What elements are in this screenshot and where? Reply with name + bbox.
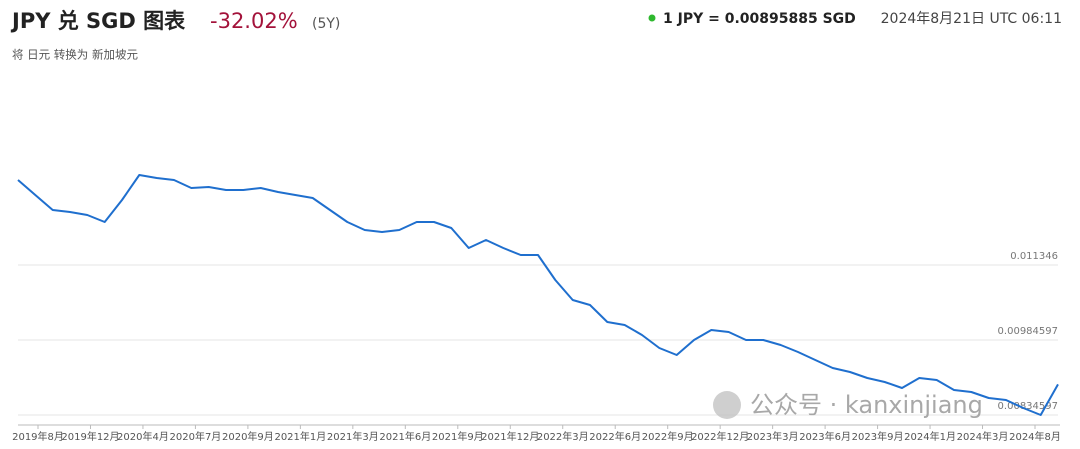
x-tick-label: 2021年3月 [327,430,379,443]
price-line [17,174,1059,416]
x-tick-label: 2022年3月 [537,430,589,443]
y-tick-label: 0.00984597 [998,326,1058,337]
x-tick-label: 2021年6月 [379,430,431,443]
rate: 1 JPY = 0.00895885 SGD [663,11,856,27]
change: -32.02% [210,9,298,33]
x-tick-label: 2022年6月 [589,430,641,443]
status-dot [648,14,656,22]
period: (5Y) [312,16,340,32]
x-tick-label: 2023年6月 [799,430,851,443]
x-tick-label: 2024年8月 [1009,430,1061,443]
x-tick-label: 2020年7月 [170,430,222,443]
x-tick-label: 2024年1月 [904,430,956,443]
x-tick-label: 2019年12月 [61,430,119,443]
x-tick-label: 2023年9月 [852,430,904,443]
x-tick-label: 2019年8月 [12,430,64,443]
x-tick-label: 2020年4月 [117,430,169,443]
x-tick-label: 2022年12月 [691,430,749,443]
x-tick-label: 2021年12月 [481,430,539,443]
y-tick-label: 0.00834597 [998,401,1058,412]
x-tick-label: 2023年3月 [747,430,799,443]
subtitle: 将 日元 转换为 新加坡元 [12,48,138,62]
x-tick-label: 2024年3月 [957,430,1009,443]
x-tick-label: 2022年9月 [642,430,694,443]
timestamp: 2024年8月21日 UTC 06:11 [881,11,1062,27]
y-tick-label: 0.011346 [1010,251,1058,262]
chart-title: JPY 兑 SGD 图表 [10,9,186,33]
x-tick-label: 2020年9月 [222,430,274,443]
x-tick-label: 2021年9月 [432,430,484,443]
x-tick-label: 2021年1月 [274,430,326,443]
watermark: 公众号 · kanxinjiang [750,391,983,419]
watermark-icon [713,391,741,419]
